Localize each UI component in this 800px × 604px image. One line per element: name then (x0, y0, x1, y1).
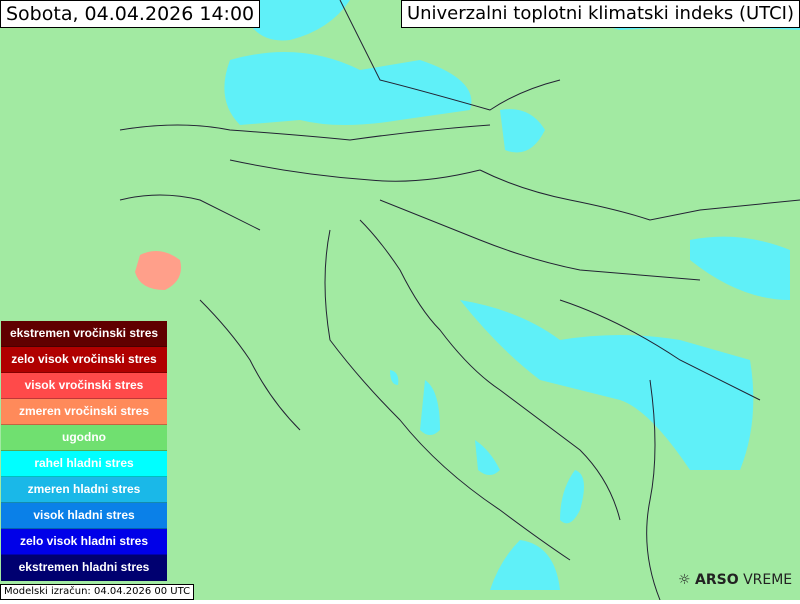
logo-light: VREME (738, 572, 793, 588)
legend-item-very-strong-cold: zelo visok hladni stres (1, 529, 167, 555)
arso-logo: ☼ ARSO VREME (678, 571, 792, 589)
sun-icon: ☼ (678, 572, 691, 588)
forecast-datetime: Sobota, 04.04.2026 14:00 (0, 0, 261, 28)
cold-stress-areas (224, 0, 800, 590)
legend-item-extreme-heat: ekstremen vročinski stres (1, 321, 167, 347)
logo-bold: ARSO (695, 572, 739, 588)
legend-item-moderate-heat: zmeren vročinski stres (1, 399, 167, 425)
legend-item-strong-heat: visok vročinski stres (1, 373, 167, 399)
legend-item-slight-cold: rahel hladni stres (1, 451, 167, 477)
legend: ekstremen vročinski stres zelo visok vro… (1, 321, 167, 581)
legend-item-moderate-cold: zmeren hladni stres (1, 477, 167, 503)
map-title: Univerzalni toplotni klimatski indeks (U… (400, 0, 800, 28)
borders-and-coastlines (119, 0, 800, 601)
model-run-info: Modelski izračun: 04.04.2026 00 UTC (0, 584, 195, 600)
legend-item-extreme-cold: ekstremen hladni stres (1, 555, 167, 581)
legend-item-strong-cold: visok hladni stres (1, 503, 167, 529)
legend-item-comfortable: ugodno (1, 425, 167, 451)
heat-stress-areas (135, 251, 181, 290)
legend-item-very-strong-heat: zelo visok vročinski stres (1, 347, 167, 373)
